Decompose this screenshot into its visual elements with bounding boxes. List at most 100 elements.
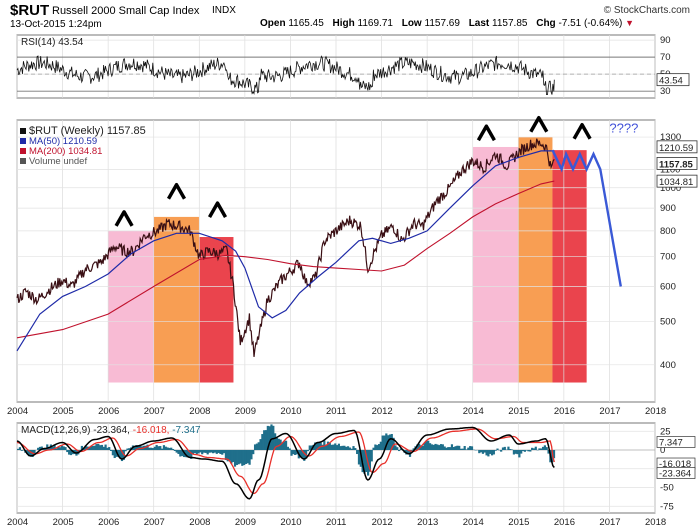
macd-hist-bar (547, 450, 550, 454)
macd-hist-bar (534, 446, 537, 450)
macd-hist-bar (452, 447, 455, 450)
macd-hist-bar (119, 450, 122, 459)
xaxis-macd-2018: 2018 (645, 517, 666, 528)
macd-signal-line (16, 428, 555, 495)
macd-hist-bar (33, 450, 36, 455)
xaxis-macd-2016: 2016 (554, 517, 575, 528)
macd-hist-bar (173, 450, 176, 452)
xaxis-macd-2006: 2006 (98, 517, 119, 528)
low-label: Low (401, 18, 422, 29)
macd-hist-bar (27, 450, 31, 457)
macd-hist-bar (246, 450, 249, 464)
macd-hist-bar (423, 442, 426, 450)
macd-hist-bar (492, 450, 495, 455)
macd-hist-bar (383, 435, 386, 450)
macd-hist-bar (146, 444, 149, 450)
macd-hist-bar (397, 450, 401, 452)
xaxis-price-2014: 2014 (463, 406, 484, 417)
macd-hist-bar (250, 450, 253, 460)
legend-swatch-1 (20, 138, 26, 144)
rsi-legend-label: RSI(14) 43.54 (21, 37, 84, 48)
macd-hist-bar (500, 450, 503, 452)
macd-hist-bar (113, 450, 116, 459)
macd-hist-bar (545, 447, 548, 450)
macd-hist-bar (430, 444, 433, 450)
macd-hist-bar (370, 450, 373, 462)
copyright-label: © StockCharts.com (603, 5, 690, 16)
macd-hist-bar (418, 443, 421, 450)
price-tick-label-1300: 1300 (660, 132, 681, 143)
low-value: 1157.69 (424, 18, 460, 29)
macd-hist-bar (155, 444, 158, 450)
macd-hist-bar (390, 433, 393, 450)
macd-hist-bar (427, 440, 430, 450)
legend-swatch-2 (20, 148, 26, 154)
last-label: Last (468, 18, 490, 29)
macd-legend-part-3: -7.347 (172, 425, 201, 436)
macd-hist-bar (222, 450, 226, 454)
macd-hist-bar (379, 441, 382, 450)
macd-hist-bar (345, 446, 348, 450)
macd-hist-bar (166, 447, 169, 450)
open-value: 1165.45 (288, 18, 324, 29)
macd-hist-bar (26, 450, 29, 455)
macd-hist-bar (150, 447, 153, 450)
macd-hist-bar (520, 450, 523, 454)
macd-hist-bar (496, 448, 499, 450)
price-right-label-0: 1210.59 (659, 143, 693, 154)
macd-hist-bar (454, 446, 457, 450)
macd-hist-bar (266, 425, 269, 450)
macd-hist-bar (128, 448, 131, 450)
macd-hist-bar (463, 446, 466, 450)
rsi-last-label: 43.54 (659, 76, 683, 87)
macd-hist-bar (325, 445, 328, 450)
macd-hist-bar (321, 444, 324, 450)
macd-hist-bar (248, 450, 251, 465)
macd-hist-bar (541, 446, 545, 450)
macd-hist-bar (503, 446, 506, 450)
xaxis-price-2010: 2010 (280, 406, 301, 417)
macd-legend-part-2: -16.018, (133, 425, 172, 436)
xaxis-macd-2015: 2015 (508, 517, 529, 528)
macd-hist-bar (317, 441, 320, 450)
xaxis-price-2013: 2013 (417, 406, 438, 417)
macd-hist-bar (540, 448, 543, 450)
peak-marker-0 (114, 210, 134, 227)
rsi-tick-label-30: 30 (660, 86, 671, 97)
macd-hist-bar (467, 447, 470, 450)
macd-hist-bar (341, 445, 344, 450)
macd-hist-bar (450, 444, 454, 450)
macd-hist-bar (168, 447, 171, 450)
macd-hist-bar (213, 450, 217, 453)
ma50-line (16, 150, 555, 352)
macd-hist-bar (299, 450, 302, 458)
macd-hist-bar (170, 447, 173, 450)
macd-hist-bar (286, 446, 289, 450)
macd-hist-bar (334, 443, 337, 450)
open-label: Open (260, 18, 286, 29)
price-line (16, 138, 555, 357)
macd-right-label-2: -23.364 (659, 469, 691, 480)
macd-hist-bar (396, 447, 399, 450)
macd-hist-bar (106, 447, 109, 450)
question-annotation: ???? (609, 121, 638, 136)
macd-legend-label: MACD(12,26,9) -23.364, -16.018, -7.347 (21, 425, 201, 436)
macd-hist-bar (315, 443, 319, 450)
macd-hist-bar (104, 444, 107, 450)
macd-hist-bar (259, 439, 262, 450)
macd-hist-bar (235, 450, 238, 466)
shaded-zone-pink-3 (472, 146, 519, 383)
macd-hist-bar (328, 442, 331, 450)
macd-hist-bar (215, 450, 218, 454)
macd-hist-bar (337, 443, 341, 450)
chart-header: $RUT Russell 2000 Small Cap Index INDX ©… (10, 2, 696, 32)
macd-hist-bar (100, 444, 104, 450)
macd-hist-bar (532, 448, 536, 450)
macd-hist-bar (201, 450, 204, 455)
macd-hist-bar (161, 448, 164, 450)
macd-hist-bar (175, 450, 178, 453)
xaxis-macd-2012: 2012 (372, 517, 393, 528)
macd-hist-bar (60, 445, 63, 450)
macd-hist-bar (439, 444, 443, 450)
